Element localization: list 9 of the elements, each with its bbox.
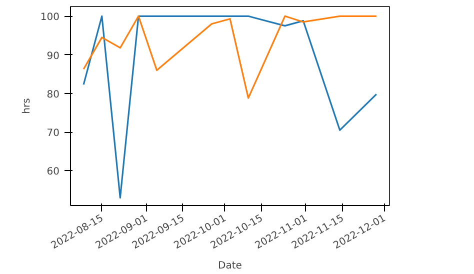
y-tick-label: 70 [46, 128, 60, 140]
line-series [82, 15, 378, 99]
y-tick-label: 100 [40, 12, 60, 24]
y-tick-label: 80 [46, 89, 60, 100]
line-series [82, 15, 378, 199]
x-axis-title: Date [218, 260, 242, 272]
y-axis-title: hrs [21, 98, 32, 114]
y-tick-label: 60 [46, 166, 60, 178]
y-tick-label: 90 [46, 50, 60, 62]
